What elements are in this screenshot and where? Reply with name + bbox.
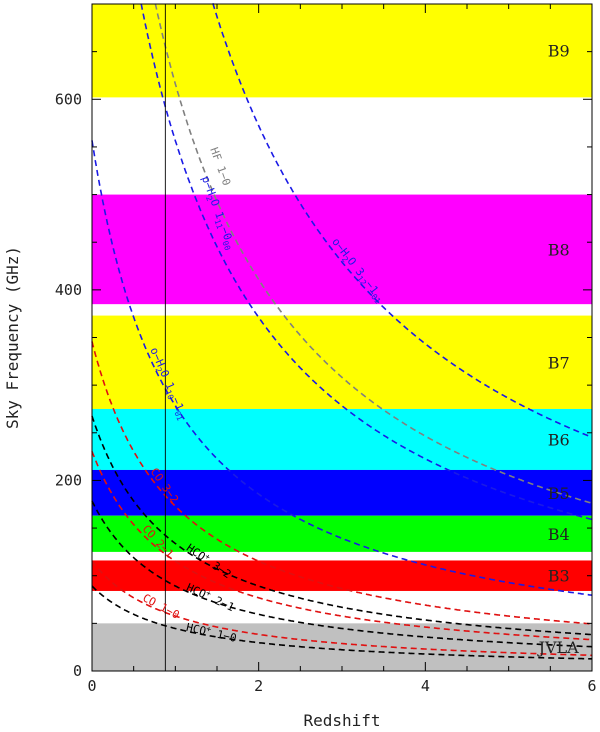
x-tick-label: 2 [254,677,263,695]
series-label-part: −1 [363,278,381,296]
series-line-co-3-2 [91,341,592,625]
series-label-part: p−H [199,174,218,197]
x-tick-label: 0 [87,677,96,695]
band-label-b5: B5 [548,484,570,503]
y-tick-label: 600 [55,90,82,108]
series-label-part: −0 [218,225,235,242]
series-line-hco-2-1 [91,500,592,648]
line-series [91,3,593,660]
band-b3 [92,560,592,591]
series-label-part: 2 [153,366,163,374]
band-label-b4: B4 [548,525,570,544]
series-label-part: 01 [172,410,184,423]
band-label-b9: B9 [548,42,570,61]
band-label-b3: B3 [548,567,570,586]
series-line-p-h2o-111-000 [140,3,593,521]
band-b8 [92,194,592,305]
x-axis-label: Redshift [303,711,380,730]
series-label-part: + [205,624,212,634]
series-label-part: 2 [204,195,214,203]
band-label-jvla: JVLA [537,638,580,657]
band-b9 [92,4,592,98]
y-axis-label: Sky Frequency (GHz) [3,246,22,429]
series-label-part: + [205,588,213,598]
series-label-part: 10 [163,389,175,402]
series-label-hco-1-0: HCO+ 1−0 [185,620,238,645]
series-label-part: O 1 [208,197,227,220]
band-b4 [92,515,592,552]
series-label-part: + [203,552,212,562]
y-tick-label: 400 [55,281,82,299]
series-label-part: 2 [340,255,350,264]
y-tick-label: 0 [73,662,82,680]
series-label-p-h2o-111-000: p−H2O 111−000 [197,174,238,252]
series-line-hco-1-0 [91,585,593,660]
frequency-bands [92,4,592,671]
series-label-part: 1−0 [209,626,238,645]
band-label-b6: B6 [548,430,570,449]
band-jvla [92,623,592,671]
x-tick-label: 6 [587,677,596,695]
series-line-co-1-0 [91,560,592,657]
y-tick-label: 200 [55,471,82,489]
series-line-hf-1-0 [154,3,593,504]
series-line-o-h2o-312-101 [212,3,593,439]
band-b7 [92,315,592,409]
series-line-co-2-1 [91,451,592,641]
band-b6 [92,408,592,470]
series-line-hco-3-2 [91,415,593,636]
band-b5 [92,469,592,516]
band-label-b8: B8 [548,240,570,259]
band-label-b7: B7 [548,353,570,372]
band-labels: B9 B8 B7 B6 B5 B4 B3 JVLA [537,42,580,657]
x-tick-label: 4 [421,677,430,695]
series-label-part: 11 [212,218,224,230]
series-label-part: HCO [185,621,207,638]
series-label-part: −1 [169,395,186,412]
series-label-part: 00 [220,240,232,252]
